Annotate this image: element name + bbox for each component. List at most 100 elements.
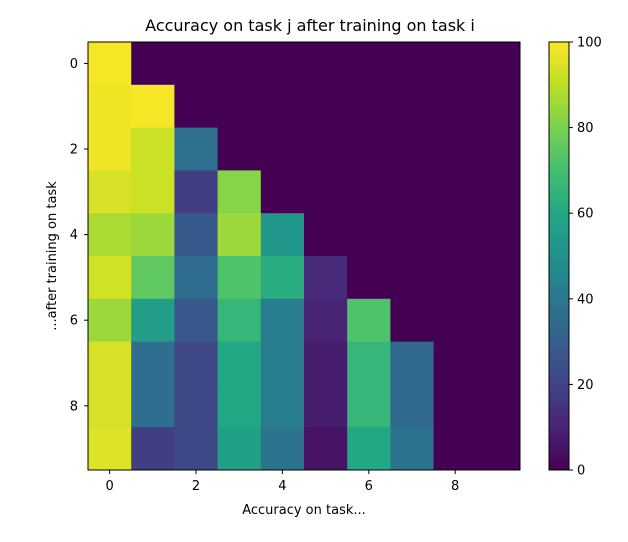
heatmap-cell-r1-c1 (131, 84, 175, 128)
colorbar-tick-label: 20 (577, 378, 594, 393)
heatmap-cell-r1-c7 (390, 84, 434, 128)
heatmap-cell-r7-c4 (260, 341, 305, 385)
y-tick-label: 0 (70, 57, 78, 72)
heatmap-cell-r4-c7 (390, 213, 434, 257)
heatmap-cell-r5-c7 (390, 256, 434, 300)
heatmap-cell-r0-c0 (88, 42, 132, 86)
plot-frame (87, 41, 521, 471)
heatmap-cell-r1-c4 (260, 84, 305, 128)
heatmap-cell-r5-c8 (433, 256, 478, 300)
heatmap-cell-r8-c1 (131, 384, 175, 428)
heatmap-cell-r9-c5 (304, 427, 348, 471)
heatmap-cell-r5-c1 (131, 256, 175, 300)
heatmap-cell-r2-c0 (88, 127, 132, 171)
heatmap-cell-r6-c9 (476, 298, 521, 342)
heatmap-cell-r0-c6 (347, 42, 391, 86)
colorbar-ticks: 0 20 40 60 80 100 (569, 36, 602, 479)
heatmap-cell-r3-c9 (476, 170, 521, 214)
heatmap-cell-r1-c2 (174, 84, 218, 128)
x-axis-ticks: 0 2 4 6 8 (105, 470, 459, 494)
heatmap-cell-r7-c2 (174, 341, 218, 385)
heatmap-cell-r8-c3 (217, 384, 262, 428)
heatmap-cell-r1-c9 (476, 84, 521, 128)
colorbar-tick-label: 0 (577, 464, 585, 479)
heatmap-cell-r2-c5 (304, 127, 348, 171)
heatmap-cell-r3-c1 (131, 170, 175, 214)
heatmap-cell-r1-c8 (433, 84, 478, 128)
heatmap-cell-r6-c8 (433, 298, 478, 342)
heatmap-cell-r3-c2 (174, 170, 218, 214)
heatmap-cell-r7-c0 (88, 341, 132, 385)
heatmap-cell-r1-c0 (88, 84, 132, 128)
heatmap-cell-r9-c3 (217, 427, 262, 471)
heatmap-cell-r6-c7 (390, 298, 434, 342)
y-axis-label: ...after training on task (45, 181, 60, 331)
heatmap-cell-r8-c6 (347, 384, 391, 428)
colorbar-tick-label: 100 (577, 36, 602, 51)
heatmap-cell-r2-c2 (174, 127, 218, 171)
heatmap-cell-r4-c3 (217, 213, 262, 257)
heatmap-cell-r0-c8 (433, 42, 478, 86)
heatmap-cell-r8-c2 (174, 384, 218, 428)
heatmap-cell-r2-c4 (260, 127, 305, 171)
heatmap-cell-r7-c8 (433, 341, 478, 385)
heatmap-cell-r0-c2 (174, 42, 218, 86)
heatmap-cell-r4-c4 (260, 213, 305, 257)
heatmap-cell-r3-c5 (304, 170, 348, 214)
heatmap-cell-r4-c1 (131, 213, 175, 257)
heatmap-cell-r8-c4 (260, 384, 305, 428)
heatmap-cell-r6-c2 (174, 298, 218, 342)
heatmap-cell-r4-c0 (88, 213, 132, 257)
heatmap-cell-r7-c1 (131, 341, 175, 385)
heatmap-cell-r3-c8 (433, 170, 478, 214)
y-tick-label: 2 (70, 143, 78, 158)
y-tick-label: 4 (70, 228, 78, 243)
chart-title: Accuracy on task j after training on tas… (145, 16, 475, 35)
heatmap-cell-r5-c3 (217, 256, 262, 300)
heatmap-cell-r5-c2 (174, 256, 218, 300)
heatmap-cell-r2-c1 (131, 127, 175, 171)
x-tick-label: 6 (365, 479, 373, 494)
heatmap-cell-r6-c3 (217, 298, 262, 342)
heatmap-cell-r2-c6 (347, 127, 391, 171)
heatmap-cell-r2-c8 (433, 127, 478, 171)
heatmap-cell-r9-c9 (476, 427, 521, 471)
heatmap-cell-r5-c4 (260, 256, 305, 300)
heatmap-cell-r1-c6 (347, 84, 391, 128)
colorbar (548, 41, 570, 471)
heatmap-cell-r3-c3 (217, 170, 262, 214)
heatmap-cell-r4-c9 (476, 213, 521, 257)
heatmap-cell-r0-c3 (217, 42, 262, 86)
heatmap-cell-r2-c7 (390, 127, 434, 171)
heatmap-cell-r9-c7 (390, 427, 434, 471)
heatmap-cell-r4-c8 (433, 213, 478, 257)
heatmap-cell-r0-c7 (390, 42, 434, 86)
heatmap-cell-r7-c5 (304, 341, 348, 385)
x-tick-label: 0 (105, 479, 113, 494)
heatmap-cell-r6-c4 (260, 298, 305, 342)
heatmap-cell-r6-c6 (347, 298, 391, 342)
heatmap-cell-r9-c6 (347, 427, 391, 471)
heatmap-cell-r9-c0 (88, 427, 132, 471)
heatmap-cell-r5-c0 (88, 256, 132, 300)
heatmap-cell-r8-c0 (88, 384, 132, 428)
y-tick-label: 8 (70, 399, 78, 414)
heatmap-cell-r2-c3 (217, 127, 262, 171)
heatmap-cell-r4-c6 (347, 213, 391, 257)
heatmap-cell-r3-c0 (88, 170, 132, 214)
heatmap-cell-r6-c1 (131, 298, 175, 342)
heatmap-cell-r6-c5 (304, 298, 348, 342)
x-tick-label: 4 (278, 479, 286, 494)
x-tick-label: 8 (451, 479, 459, 494)
heatmap-cell-r7-c3 (217, 341, 262, 385)
heatmap-cell-r3-c4 (260, 170, 305, 214)
heatmap-cell-r1-c5 (304, 84, 348, 128)
heatmap-cell-r3-c6 (347, 170, 391, 214)
heatmap-cell-r8-c7 (390, 384, 434, 428)
heatmap-cell-r9-c8 (433, 427, 478, 471)
colorbar-tick-label: 40 (577, 292, 594, 307)
heatmap-cell-r3-c7 (390, 170, 434, 214)
heatmap-cell-r2-c9 (476, 127, 521, 171)
